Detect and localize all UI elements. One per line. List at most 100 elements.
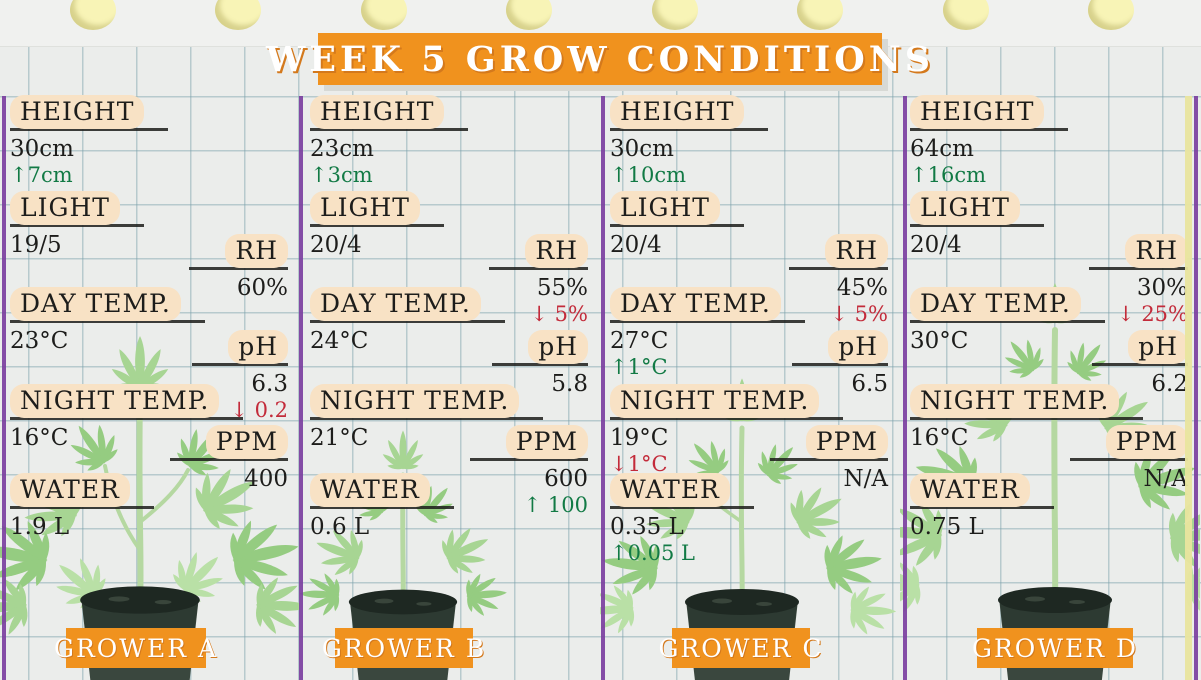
stat-label-light: LIGHT bbox=[10, 191, 120, 225]
stat-rh: RH 60% bbox=[189, 234, 288, 303]
stat-rh: RH 55% ↓ 5% bbox=[489, 234, 588, 326]
stat-value-night-temp: 21°C bbox=[310, 425, 369, 451]
right-margin-highlight bbox=[1185, 96, 1192, 680]
stat-night-temp: NIGHT TEMP. 21°C bbox=[310, 384, 544, 453]
stat-delta-height: ↑10cm bbox=[610, 162, 686, 187]
stat-delta-ppm: ↑ 100 bbox=[523, 492, 588, 517]
stat-value-light: 20/4 bbox=[910, 232, 962, 258]
stat-label-rh: RH bbox=[825, 234, 888, 268]
grower-column: HEIGHT 64cm ↑16cm LIGHT 20/4 DAY TEMP. 3… bbox=[900, 0, 1200, 680]
stat-ppm: PPM 600 ↑ 100 bbox=[469, 425, 588, 517]
grower-name-banner: GROWER D bbox=[972, 628, 1136, 668]
stat-label-rh: RH bbox=[1125, 234, 1188, 268]
stat-label-ppm: PPM bbox=[505, 425, 588, 459]
column-divider bbox=[299, 96, 303, 680]
stat-value-ppm: 400 bbox=[244, 466, 288, 492]
stat-label-ph: pH bbox=[528, 330, 588, 364]
stat-label-height: HEIGHT bbox=[310, 95, 445, 129]
stat-label-water: WATER bbox=[10, 473, 130, 507]
stat-value-rh: 30% bbox=[1136, 275, 1188, 301]
stat-delta-height: ↑3cm bbox=[310, 162, 373, 187]
stat-delta-height: ↑7cm bbox=[10, 162, 73, 187]
page-title: WEEK 5 GROW CONDITIONS bbox=[266, 38, 934, 80]
stat-light: LIGHT 19/5 bbox=[10, 191, 144, 258]
stat-water: WATER 0.75 L bbox=[910, 473, 1054, 542]
stat-ppm: PPM N/A bbox=[1069, 425, 1188, 494]
stat-value-light: 20/4 bbox=[310, 232, 362, 258]
stat-day-temp: DAY TEMP. 23°C bbox=[10, 287, 205, 356]
stat-height: HEIGHT 30cm ↑10cm bbox=[610, 95, 769, 187]
stat-day-temp: DAY TEMP. 27°C ↑1°C bbox=[610, 287, 805, 379]
stat-value-height: 30cm bbox=[10, 136, 74, 162]
stat-label-height: HEIGHT bbox=[10, 95, 145, 129]
stat-label-rh: RH bbox=[525, 234, 588, 268]
stat-delta-height: ↑16cm bbox=[910, 162, 986, 187]
title-banner: WEEK 5 GROW CONDITIONS bbox=[266, 33, 930, 85]
stat-label-ph: pH bbox=[228, 330, 288, 364]
stat-ph: pH 5.8 bbox=[492, 330, 588, 399]
stat-value-height: 23cm bbox=[310, 136, 374, 162]
stat-rh: RH 45% ↓ 5% bbox=[789, 234, 888, 326]
right-margin-line bbox=[1194, 96, 1198, 680]
stat-value-day-temp: 30°C bbox=[910, 328, 969, 354]
grower-name-banner: GROWER A bbox=[54, 628, 216, 668]
stat-value-ppm: N/A bbox=[1143, 466, 1188, 492]
stat-label-water: WATER bbox=[910, 473, 1030, 507]
grower-column: HEIGHT 30cm ↑7cm LIGHT 19/5 DAY TEMP. 23… bbox=[0, 0, 300, 680]
stat-label-water: WATER bbox=[610, 473, 730, 507]
stat-water: WATER 0.6 L bbox=[310, 473, 454, 542]
stat-height: HEIGHT 30cm ↑7cm bbox=[10, 95, 169, 187]
stat-delta-night-temp: ↓1°C bbox=[610, 451, 668, 476]
stat-delta-ph: ↓ 0.2 bbox=[230, 397, 288, 422]
stat-label-height: HEIGHT bbox=[610, 95, 745, 129]
stat-delta-water: ↑0.05 L bbox=[610, 540, 695, 565]
stat-ph: pH 6.2 bbox=[1092, 330, 1188, 399]
stat-delta-rh: ↓ 5% bbox=[830, 301, 888, 326]
stat-value-ph: 5.8 bbox=[551, 371, 588, 397]
stat-day-temp: DAY TEMP. 24°C bbox=[310, 287, 505, 356]
stat-value-water: 0.75 L bbox=[910, 514, 984, 540]
stat-value-ph: 6.5 bbox=[851, 371, 888, 397]
stat-ph: pH 6.3 ↓ 0.2 bbox=[192, 330, 288, 422]
stat-value-ppm: N/A bbox=[843, 466, 888, 492]
stat-label-day-temp: DAY TEMP. bbox=[10, 287, 181, 321]
stat-value-day-temp: 27°C bbox=[610, 328, 669, 354]
grower-name: GROWER B bbox=[321, 633, 487, 663]
stat-value-ph: 6.3 bbox=[251, 371, 288, 397]
column-divider bbox=[601, 96, 605, 680]
grower-name: GROWER C bbox=[658, 633, 824, 663]
stat-delta-rh: ↓ 5% bbox=[530, 301, 588, 326]
stat-rh: RH 30% ↓ 25% bbox=[1089, 234, 1188, 326]
stat-water: WATER 1.9 L bbox=[10, 473, 154, 542]
stat-label-day-temp: DAY TEMP. bbox=[610, 287, 781, 321]
stat-label-night-temp: NIGHT TEMP. bbox=[10, 384, 220, 418]
stat-value-water: 0.35 L bbox=[610, 514, 684, 540]
grower-column: HEIGHT 23cm ↑3cm LIGHT 20/4 DAY TEMP. 24… bbox=[300, 0, 600, 680]
column-divider bbox=[903, 96, 907, 680]
stat-label-day-temp: DAY TEMP. bbox=[910, 287, 1081, 321]
grower-name: GROWER D bbox=[971, 633, 1139, 663]
stat-label-ph: pH bbox=[828, 330, 888, 364]
stat-ppm: PPM 400 bbox=[169, 425, 288, 494]
stat-value-rh: 60% bbox=[236, 275, 288, 301]
stat-label-ppm: PPM bbox=[805, 425, 888, 459]
grower-column: HEIGHT 30cm ↑10cm LIGHT 20/4 DAY TEMP. 2… bbox=[600, 0, 900, 680]
stat-value-light: 19/5 bbox=[10, 232, 62, 258]
stat-label-night-temp: NIGHT TEMP. bbox=[610, 384, 820, 418]
stat-day-temp: DAY TEMP. 30°C bbox=[910, 287, 1105, 356]
stat-value-water: 0.6 L bbox=[310, 514, 370, 540]
stat-label-day-temp: DAY TEMP. bbox=[310, 287, 481, 321]
grower-name-banner: GROWER C bbox=[658, 628, 822, 668]
stat-water: WATER 0.35 L ↑0.05 L bbox=[610, 473, 754, 565]
stat-label-ppm: PPM bbox=[1105, 425, 1188, 459]
stat-label-height: HEIGHT bbox=[910, 95, 1045, 129]
stat-value-light: 20/4 bbox=[610, 232, 662, 258]
stat-delta-day-temp: ↑1°C bbox=[610, 354, 668, 379]
stat-light: LIGHT 20/4 bbox=[310, 191, 444, 258]
stat-ppm: PPM N/A bbox=[769, 425, 888, 494]
stat-value-ppm: 600 bbox=[544, 466, 588, 492]
stat-value-rh: 45% bbox=[836, 275, 888, 301]
stat-label-light: LIGHT bbox=[910, 191, 1020, 225]
